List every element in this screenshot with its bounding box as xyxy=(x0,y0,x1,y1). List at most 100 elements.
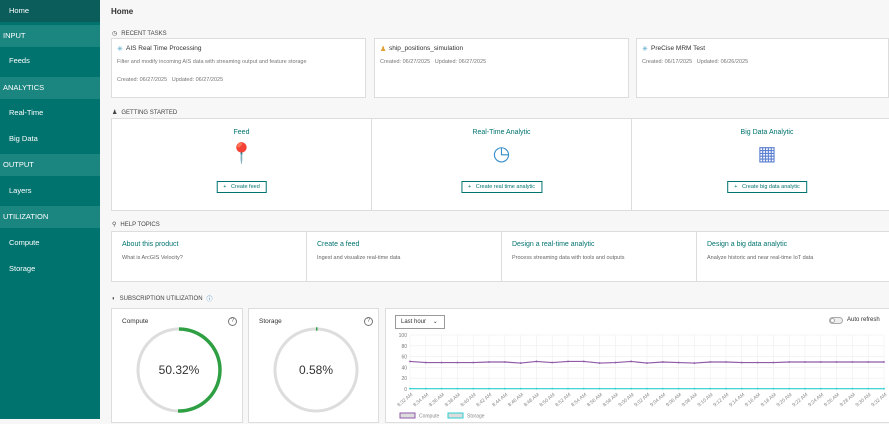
data-point xyxy=(440,361,443,364)
getting-started-title: Real-Time Analytic xyxy=(472,129,531,136)
data-point xyxy=(535,360,538,363)
sidebar-item-layers[interactable]: Layers xyxy=(9,186,32,195)
x-tick-label: 8:50 AM xyxy=(539,392,557,408)
data-point xyxy=(835,361,838,363)
data-point xyxy=(456,387,459,390)
data-point xyxy=(582,387,585,390)
help-topic-description: Ingest and visualize real-time data xyxy=(317,255,401,261)
x-tick-label: 9:04 AM xyxy=(649,392,667,408)
help-topic-description: What is ArcGIS Velocity? xyxy=(122,255,183,261)
sidebar-section-input: INPUT xyxy=(0,25,100,47)
utilization-heading: ◐ SUBSCRIPTION UTILIZATION ⓘ xyxy=(112,295,213,304)
help-topic-title[interactable]: Design a big data analytic xyxy=(707,241,788,248)
data-point xyxy=(630,387,633,390)
create-button[interactable]: + Create big data analytic xyxy=(727,181,807,193)
x-tick-label: 9:28 AM xyxy=(839,392,857,408)
person-icon: ♟ xyxy=(112,110,118,116)
y-tick-label: 80 xyxy=(401,344,407,350)
help-topic-card[interactable]: Create a feed Ingest and visualize real-t… xyxy=(307,232,502,282)
data-point xyxy=(740,387,743,390)
data-point xyxy=(677,387,680,390)
compute-gauge-arc xyxy=(136,327,222,413)
sidebar-item-big-data[interactable]: Big Data xyxy=(9,134,38,143)
data-point xyxy=(693,387,696,390)
help-topic-title[interactable]: About this product xyxy=(122,241,179,248)
data-point xyxy=(440,387,443,390)
data-point xyxy=(756,361,759,364)
x-tick-label: 9:02 AM xyxy=(633,392,651,408)
recent-tasks-heading: ◷ RECENT TASKS xyxy=(112,30,167,38)
y-tick-label: 100 xyxy=(399,333,408,339)
data-point xyxy=(804,361,806,363)
y-tick-label: 40 xyxy=(401,365,407,371)
x-tick-label: 8:54 AM xyxy=(570,392,588,408)
getting-started-big-data-analytic: Big Data Analytic ▦ + Create big data an… xyxy=(632,119,889,211)
info-icon[interactable]: ⓘ xyxy=(206,297,213,303)
help-topic-card[interactable]: Design a real-time analytic Process strea… xyxy=(502,232,697,282)
x-tick-label: 9:26 AM xyxy=(823,392,841,408)
help-topic-title[interactable]: Design a real-time analytic xyxy=(512,241,595,248)
create-button[interactable]: + Create real time analytic xyxy=(460,181,543,193)
help-topic-card[interactable]: Design a big data analytic Analyze histor… xyxy=(697,232,889,282)
data-point xyxy=(488,361,490,363)
data-point xyxy=(819,361,822,363)
task-dates: Created: 06/27/2025 Updated: 06/27/2025 xyxy=(380,59,487,65)
utilization-line-chart: 0 20 40 60 80 100 8:32 AM8:34 AM8:36 AM8:38 AM… xyxy=(396,333,888,420)
data-point xyxy=(424,387,427,390)
sidebar-item-real-time[interactable]: Real-Time xyxy=(9,108,44,117)
sidebar-item-compute[interactable]: Compute xyxy=(9,238,40,247)
data-point xyxy=(788,361,791,363)
help-icon[interactable]: ? xyxy=(364,317,373,326)
recent-task-card[interactable]: ✳ PreCise MRM Test Created: 06/17/2025 U… xyxy=(636,38,889,98)
data-point xyxy=(804,387,806,390)
main-content: Home ◷ RECENT TASKS ✳ AIS Real Time Proce… xyxy=(100,0,889,423)
legend-label: Storage xyxy=(467,414,485,420)
data-point xyxy=(630,360,633,363)
data-point xyxy=(472,361,475,364)
create-button[interactable]: + Create feed xyxy=(216,181,267,193)
data-point xyxy=(819,387,822,390)
help-topic-title[interactable]: Create a feed xyxy=(317,241,360,248)
simulation-icon: ♟ xyxy=(380,46,387,53)
task-name[interactable]: AIS Real Time Processing xyxy=(126,45,202,52)
getting-started-title: Big Data Analytic xyxy=(740,129,794,136)
sidebar-item-home[interactable]: Home xyxy=(0,0,100,22)
range-select[interactable]: Last hour ⌄ xyxy=(395,315,445,329)
data-point xyxy=(772,361,775,364)
data-point xyxy=(598,362,601,364)
data-point xyxy=(851,361,854,363)
x-tick-label: 9:30 AM xyxy=(855,392,873,408)
task-name[interactable]: ship_positions_simulation xyxy=(389,45,464,52)
compute-gauge: 50.32% xyxy=(136,327,222,413)
data-point xyxy=(851,387,854,390)
data-point xyxy=(551,361,554,364)
legend-label: Compute xyxy=(419,414,440,420)
sidebar-item-storage[interactable]: Storage xyxy=(9,264,36,273)
help-topics-heading: ⚲ HELP TOPICS xyxy=(112,221,160,229)
data-point xyxy=(503,387,506,390)
task-name[interactable]: PreCise MRM Test xyxy=(651,45,706,52)
data-point xyxy=(409,360,411,363)
getting-started-heading: ♟ GETTING STARTED xyxy=(112,109,178,117)
x-tick-label: 9:08 AM xyxy=(681,392,699,408)
getting-started-feed: Feed 📍 + Create feed xyxy=(112,119,372,211)
auto-refresh-toggle[interactable] xyxy=(829,317,843,324)
gauge-icon: ◐ xyxy=(112,295,116,302)
task-dates: Created: 06/27/2025 Updated: 06/27/2025 xyxy=(117,77,224,83)
data-point xyxy=(472,387,475,390)
sidebar-item-feeds[interactable]: Feeds xyxy=(9,56,30,65)
data-point xyxy=(740,361,743,364)
compute-value: 50.32% xyxy=(159,363,200,377)
data-point xyxy=(661,361,664,363)
data-point xyxy=(709,361,712,363)
data-point xyxy=(551,387,554,390)
data-point xyxy=(646,362,648,364)
x-tick-label: 9:18 AM xyxy=(760,392,778,408)
x-tick-label: 9:12 AM xyxy=(712,392,730,408)
x-tick-label: 9:14 AM xyxy=(728,392,746,408)
help-topic-card[interactable]: About this product What is ArcGIS Velocit… xyxy=(112,232,307,282)
recent-task-card[interactable]: ♟ ship_positions_simulation Created: 06/… xyxy=(374,38,629,98)
recent-task-card[interactable]: ✳ AIS Real Time Processing Filter and mo… xyxy=(111,38,366,98)
help-icon[interactable]: ? xyxy=(228,317,237,326)
data-point xyxy=(614,387,617,390)
